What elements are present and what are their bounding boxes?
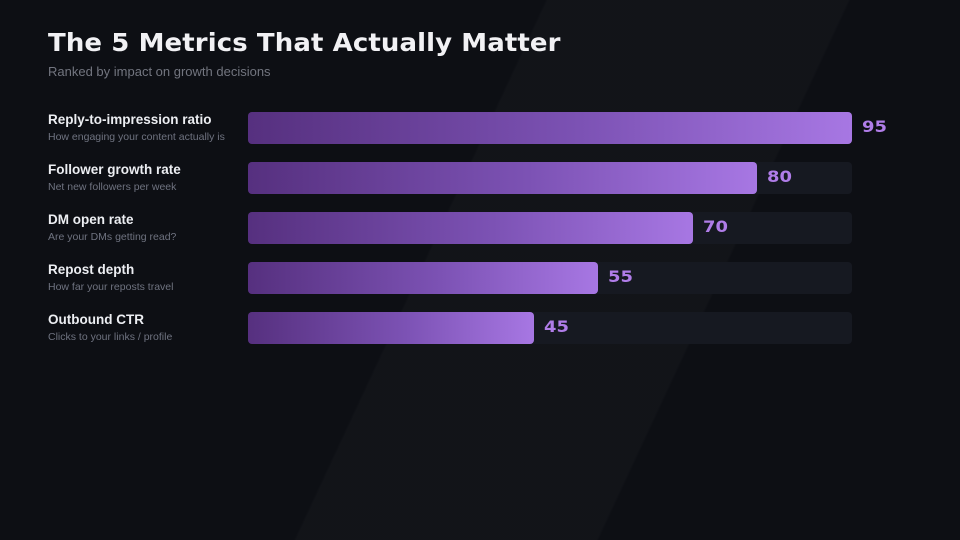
metric-row: Outbound CTR Clicks to your links / profi…	[48, 312, 918, 344]
metric-name: Follower growth rate	[48, 162, 181, 177]
metric-name: Reply-to-impression ratio	[48, 112, 212, 127]
metric-description: How engaging your content actually is	[48, 131, 225, 143]
bar	[248, 312, 535, 344]
bar-value-label: 80	[766, 167, 792, 186]
metric-description: Clicks to your links / profile	[48, 331, 173, 343]
chart-subtitle: Ranked by impact on growth decisions	[48, 64, 271, 79]
metric-description: Net new followers per week	[48, 181, 177, 193]
metric-name: Repost depth	[48, 262, 135, 277]
metric-description: How far your reposts travel	[48, 281, 174, 293]
metric-description: Are your DMs getting read?	[48, 231, 177, 243]
bar-track	[248, 162, 852, 194]
metric-row: Reply-to-impression ratio How engaging yo…	[48, 112, 918, 144]
metric-name: Outbound CTR	[48, 312, 144, 327]
bar	[248, 212, 694, 244]
bar-value-label: 55	[607, 267, 633, 286]
metric-row: Follower growth rate Net new followers pe…	[48, 162, 918, 194]
bar-value-label: 45	[544, 317, 570, 336]
bar-track	[248, 262, 852, 294]
metric-name: DM open rate	[48, 212, 134, 227]
bar-value-label: 70	[703, 217, 728, 236]
metric-row: Repost depth How far your reposts travel 5…	[48, 262, 918, 294]
bar	[248, 262, 598, 294]
bar-track	[248, 112, 852, 144]
chart-title: The 5 Metrics That Actually Matter	[48, 28, 561, 57]
bar	[248, 162, 757, 194]
bar-value-label: 95	[862, 117, 887, 136]
bar	[248, 112, 852, 144]
metric-row: DM open rate Are your DMs getting read? 70	[48, 212, 918, 244]
bar-track	[248, 312, 852, 344]
bar-track	[248, 212, 852, 244]
